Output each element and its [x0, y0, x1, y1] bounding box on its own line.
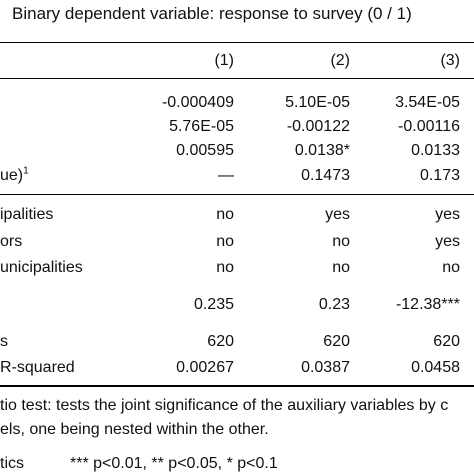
column-header-1: (1) — [214, 52, 234, 69]
row-label: ors — [0, 233, 23, 250]
table-title: Binary dependent variable: response to s… — [12, 4, 412, 23]
cell: no — [332, 259, 350, 276]
row-label: ue)1 — [0, 165, 29, 185]
cell: 0.0138* — [294, 142, 350, 159]
row-label: ipalities — [0, 206, 54, 223]
cell: 0.0458 — [411, 359, 460, 376]
cell: no — [442, 259, 460, 276]
top-rule — [0, 42, 474, 43]
cell: no — [216, 233, 234, 250]
column-header-3: (3) — [440, 52, 460, 69]
row-label: unicipalities — [0, 259, 83, 276]
cell: -0.000409 — [161, 94, 234, 111]
footnote-line-1: tio test: tests the joint significance o… — [0, 397, 449, 414]
cell: 0.235 — [193, 296, 234, 313]
cell: -0.00116 — [398, 118, 460, 135]
cell: 0.173 — [419, 167, 460, 184]
cell: 0.00595 — [176, 142, 234, 159]
significance-note: *** p<0.01, ** p<0.05, * p<0.1 — [70, 455, 278, 472]
cell: 5.10E-05 — [285, 94, 350, 111]
stats-label: tics — [0, 455, 24, 472]
cell: 3.54E-05 — [395, 94, 460, 111]
header-rule — [0, 78, 474, 79]
cell: 0.00267 — [176, 359, 234, 376]
cell: yes — [435, 233, 460, 250]
cell: yes — [325, 206, 350, 223]
cell: yes — [435, 206, 460, 223]
cell: no — [332, 233, 350, 250]
cell: 0.0133 — [411, 142, 460, 159]
cell: 620 — [207, 333, 234, 350]
cell: no — [216, 206, 234, 223]
row-label: s — [0, 333, 8, 350]
cell: 620 — [433, 333, 460, 350]
section-rule — [0, 194, 474, 195]
cell: no — [216, 259, 234, 276]
cell: — — [218, 167, 234, 184]
cell: 5.76E-05 — [169, 118, 234, 135]
cell: 0.0387 — [301, 359, 350, 376]
footnote-line-2: els, one being nested within the other. — [0, 421, 269, 438]
cell: 0.23 — [318, 296, 350, 313]
row-label-text: ue) — [0, 167, 24, 184]
bottom-rule — [0, 385, 474, 387]
row-label: R-squared — [0, 359, 75, 376]
footnote-marker: 1 — [23, 165, 29, 177]
cell: -12.38*** — [395, 296, 460, 313]
cell: 620 — [323, 333, 350, 350]
column-header-2: (2) — [330, 52, 350, 69]
cell: -0.00122 — [286, 118, 350, 135]
cell: 0.1473 — [301, 167, 350, 184]
